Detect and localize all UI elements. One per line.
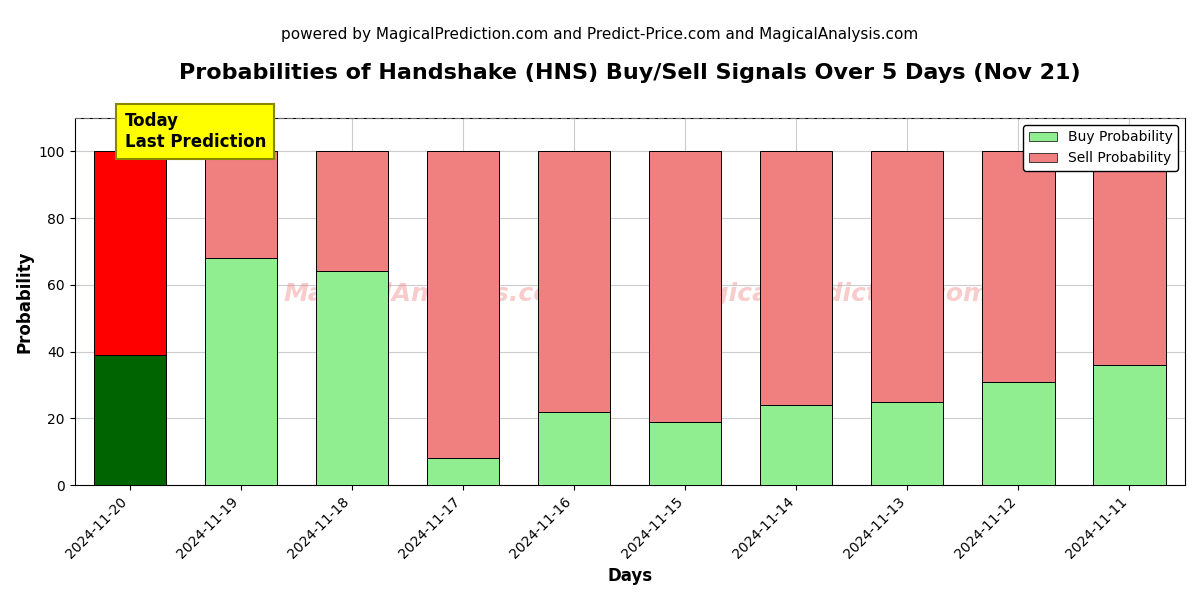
Text: MagicalPrediction.com: MagicalPrediction.com	[670, 282, 990, 306]
Bar	[983, 151, 1055, 382]
Bar	[1093, 365, 1165, 485]
Bar	[761, 405, 833, 485]
Text: Today
Last Prediction: Today Last Prediction	[125, 112, 266, 151]
Bar	[649, 422, 721, 485]
Y-axis label: Probability: Probability	[16, 250, 34, 353]
Bar	[649, 151, 721, 422]
Bar	[94, 151, 167, 355]
Bar	[205, 151, 277, 258]
Bar	[539, 412, 611, 485]
Bar	[539, 151, 611, 412]
Bar	[94, 355, 167, 485]
Text: MagicalAnalysis.com: MagicalAnalysis.com	[283, 282, 577, 306]
Bar	[871, 401, 943, 485]
Bar	[316, 271, 389, 485]
Bar	[205, 258, 277, 485]
Bar	[316, 151, 389, 271]
Bar	[761, 151, 833, 405]
Legend: Buy Probability, Sell Probability: Buy Probability, Sell Probability	[1024, 125, 1178, 171]
Bar	[427, 151, 499, 458]
Bar	[1093, 151, 1165, 365]
Title: Probabilities of Handshake (HNS) Buy/Sell Signals Over 5 Days (Nov 21): Probabilities of Handshake (HNS) Buy/Sel…	[179, 63, 1081, 83]
Bar	[983, 382, 1055, 485]
Bar	[427, 458, 499, 485]
Bar	[871, 151, 943, 401]
X-axis label: Days: Days	[607, 567, 653, 585]
Text: powered by MagicalPrediction.com and Predict-Price.com and MagicalAnalysis.com: powered by MagicalPrediction.com and Pre…	[281, 27, 919, 42]
